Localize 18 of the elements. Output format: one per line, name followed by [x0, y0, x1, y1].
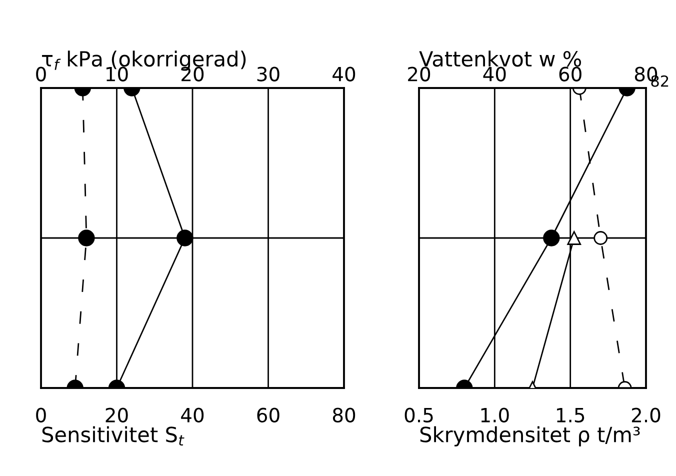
x2-tick-label: 40: [332, 66, 356, 82]
x2-tick-label: 20: [408, 66, 430, 82]
x-tick-label: 40: [181, 408, 204, 422]
x-tick-label: 0.5: [404, 408, 433, 422]
x2-tick-label: 30: [257, 66, 280, 82]
x-tick-label: 20: [106, 408, 128, 422]
x-tick-label: 60: [257, 408, 280, 422]
x2-axis-title: Vattenkvot w %: [419, 50, 581, 67]
x2-tick-label: 60: [559, 66, 582, 82]
x2-tick-label: 40: [483, 66, 506, 82]
x-tick-label: 1.0: [481, 408, 509, 422]
x-axis-title: Skrymdensitet ρ t/m³: [420, 426, 640, 446]
x-tick-label: 2.0: [632, 408, 660, 422]
x-tick-label: 0: [36, 408, 46, 422]
x-axis-title: Sensitivitet S$_{t}$: [42, 426, 184, 446]
x-tick-label: 1.5: [557, 408, 584, 422]
x2-tick-label: 0: [36, 66, 46, 82]
x-tick-label: 80: [332, 408, 356, 422]
